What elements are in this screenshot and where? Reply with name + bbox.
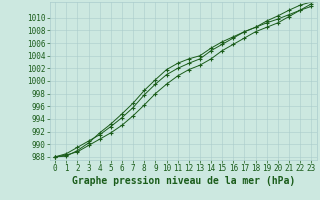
X-axis label: Graphe pression niveau de la mer (hPa): Graphe pression niveau de la mer (hPa) xyxy=(72,176,295,186)
